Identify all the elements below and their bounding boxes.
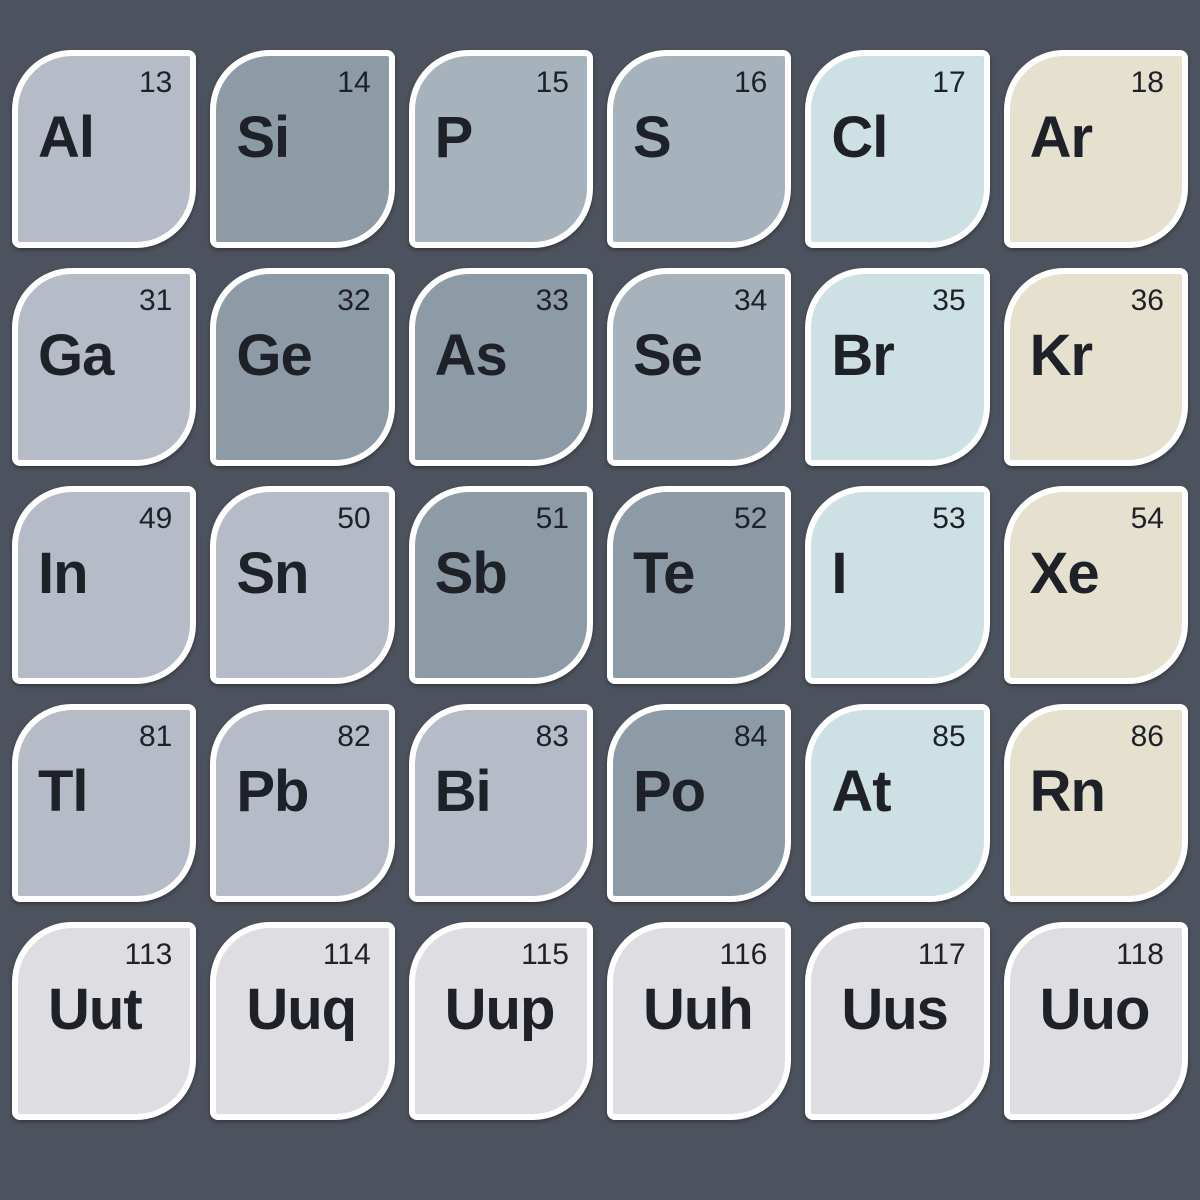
atomic-number: 118: [1116, 938, 1164, 972]
atomic-number: 113: [125, 938, 173, 972]
element-cell-kr: 36 Kr: [1004, 268, 1188, 466]
element-symbol: Uup: [445, 976, 555, 1043]
element-cell-i: 53 I: [805, 486, 989, 684]
element-cell-bi: 83 Bi: [409, 704, 593, 902]
element-cell-sb: 51 Sb: [409, 486, 593, 684]
element-symbol: In: [38, 540, 88, 607]
element-symbol: Bi: [435, 758, 491, 825]
element-symbol: Xe: [1030, 540, 1099, 607]
atomic-number: 16: [734, 66, 767, 100]
element-cell-uuq: 114 Uuq: [210, 922, 394, 1120]
element-cell-al: 13 Al: [12, 50, 196, 248]
atomic-number: 116: [720, 938, 768, 972]
element-symbol: Ga: [38, 322, 113, 389]
element-cell-si: 14 Si: [210, 50, 394, 248]
element-symbol: Sn: [236, 540, 308, 607]
element-symbol: Sb: [435, 540, 507, 607]
element-cell-rn: 86 Rn: [1004, 704, 1188, 902]
atomic-number: 115: [521, 938, 569, 972]
element-symbol: Kr: [1030, 322, 1092, 389]
atomic-number: 14: [337, 66, 370, 100]
atomic-number: 15: [536, 66, 569, 100]
element-cell-as: 33 As: [409, 268, 593, 466]
element-cell-xe: 54 Xe: [1004, 486, 1188, 684]
atomic-number: 52: [734, 502, 767, 536]
element-symbol: Uuo: [1040, 976, 1150, 1043]
periodic-table-fragment: 13 Al 14 Si 15 P 16 S 17 Cl 18 Ar 31 Ga …: [12, 50, 1188, 1120]
element-symbol: Br: [831, 322, 893, 389]
element-cell-se: 34 Se: [607, 268, 791, 466]
atomic-number: 82: [337, 720, 370, 754]
atomic-number: 31: [139, 284, 172, 318]
atomic-number: 54: [1131, 502, 1164, 536]
element-symbol: Te: [633, 540, 694, 607]
element-symbol: Tl: [38, 758, 88, 825]
element-cell-uut: 113 Uut: [12, 922, 196, 1120]
element-symbol: Al: [38, 104, 94, 171]
atomic-number: 53: [932, 502, 965, 536]
element-symbol: P: [435, 104, 473, 171]
element-cell-cl: 17 Cl: [805, 50, 989, 248]
element-symbol: Po: [633, 758, 705, 825]
atomic-number: 18: [1131, 66, 1164, 100]
atomic-number: 32: [337, 284, 370, 318]
atomic-number: 17: [932, 66, 965, 100]
element-cell-s: 16 S: [607, 50, 791, 248]
element-cell-at: 85 At: [805, 704, 989, 902]
atomic-number: 83: [536, 720, 569, 754]
element-symbol: Uut: [48, 976, 142, 1043]
element-symbol: Uuq: [246, 976, 356, 1043]
atomic-number: 34: [734, 284, 767, 318]
element-symbol: Ar: [1030, 104, 1092, 171]
element-symbol: S: [633, 104, 671, 171]
element-cell-te: 52 Te: [607, 486, 791, 684]
element-cell-ar: 18 Ar: [1004, 50, 1188, 248]
atomic-number: 117: [918, 938, 966, 972]
element-symbol: Rn: [1030, 758, 1105, 825]
element-cell-uuh: 116 Uuh: [607, 922, 791, 1120]
element-symbol: At: [831, 758, 890, 825]
atomic-number: 50: [337, 502, 370, 536]
element-cell-uup: 115 Uup: [409, 922, 593, 1120]
element-cell-ga: 31 Ga: [12, 268, 196, 466]
element-cell-sn: 50 Sn: [210, 486, 394, 684]
element-symbol: Si: [236, 104, 289, 171]
element-cell-p: 15 P: [409, 50, 593, 248]
element-symbol: Cl: [831, 104, 887, 171]
atomic-number: 85: [932, 720, 965, 754]
element-cell-tl: 81 Tl: [12, 704, 196, 902]
atomic-number: 33: [536, 284, 569, 318]
element-symbol: I: [831, 540, 846, 607]
element-cell-po: 84 Po: [607, 704, 791, 902]
element-cell-uus: 117 Uus: [805, 922, 989, 1120]
atomic-number: 114: [323, 938, 371, 972]
atomic-number: 81: [139, 720, 172, 754]
atomic-number: 36: [1131, 284, 1164, 318]
atomic-number: 49: [139, 502, 172, 536]
element-cell-pb: 82 Pb: [210, 704, 394, 902]
element-symbol: Ge: [236, 322, 311, 389]
element-symbol: Uuh: [643, 976, 753, 1043]
atomic-number: 51: [536, 502, 569, 536]
element-symbol: Pb: [236, 758, 308, 825]
element-cell-br: 35 Br: [805, 268, 989, 466]
atomic-number: 13: [139, 66, 172, 100]
atomic-number: 35: [932, 284, 965, 318]
element-symbol: As: [435, 322, 507, 389]
element-cell-ge: 32 Ge: [210, 268, 394, 466]
element-symbol: Uus: [841, 976, 948, 1043]
atomic-number: 84: [734, 720, 767, 754]
atomic-number: 86: [1131, 720, 1164, 754]
element-cell-uuo: 118 Uuo: [1004, 922, 1188, 1120]
element-symbol: Se: [633, 322, 702, 389]
element-cell-in: 49 In: [12, 486, 196, 684]
